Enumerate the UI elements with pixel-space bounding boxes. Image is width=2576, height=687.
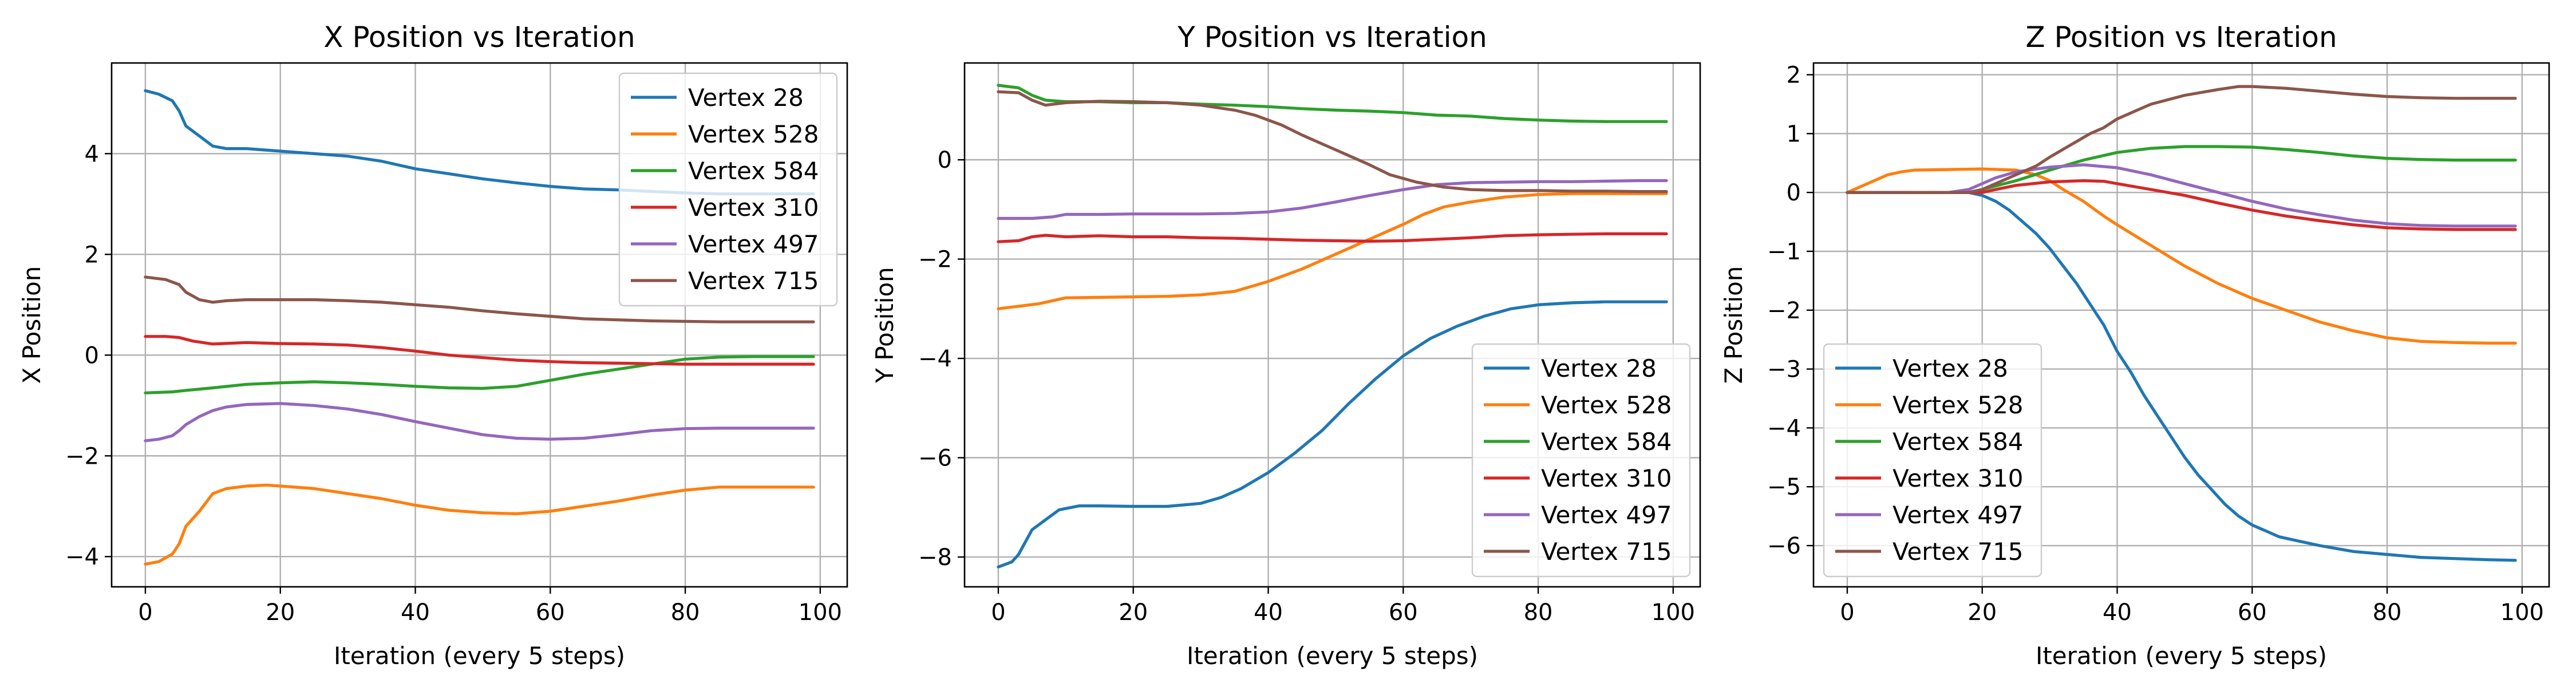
y-axis-label: Z Position (1720, 266, 1748, 384)
x-tick-label: 40 (2103, 599, 2132, 626)
legend-label: Vertex 715 (1541, 538, 1672, 566)
x-tick-label: 20 (266, 599, 295, 626)
legend-label: Vertex 310 (1893, 464, 2024, 492)
legend: Vertex 28 Vertex 528 Vertex 584 Vertex 310 V… (618, 72, 838, 307)
legend-label: Vertex 584 (1893, 428, 2024, 456)
x-tick-label: 60 (2238, 599, 2267, 626)
chart-title: Y Position vs Iteration (1177, 21, 1487, 54)
legend-box (1823, 343, 2042, 578)
y-tick-label: 1 (1787, 121, 1801, 147)
series-line-vertex-528 (1846, 167, 2517, 345)
legend-box (618, 72, 838, 307)
x-tick-label: 20 (1119, 599, 1148, 626)
x-axis-label: Iteration (every 5 steps) (1187, 642, 1478, 670)
chart-panel-1: 0 20 40 60 80 100 −4 −2 0 2 4 X Position vs Iterati… (18, 21, 848, 670)
series-line-vertex-28 (1846, 191, 2517, 562)
y-tick-label: −2 (65, 443, 99, 469)
legend-label: Vertex 497 (1893, 501, 2024, 529)
legend: Vertex 28 Vertex 528 Vertex 584 Vertex 310 V… (1471, 343, 1691, 578)
legend-label: Vertex 584 (688, 157, 819, 185)
y-tick-label: 4 (85, 141, 99, 167)
legend-label: Vertex 28 (1541, 354, 1657, 382)
chart-panel-3: 0 20 40 60 80 100 −6 −5 −4 −3 −2 −1 0 1 2 Z Position vs… (1720, 21, 2550, 670)
series-line-vertex-497 (1846, 163, 2517, 228)
legend-label: Vertex 715 (688, 267, 819, 295)
series-line-vertex-715 (144, 275, 815, 323)
x-tick-label: 0 (1840, 599, 1854, 626)
y-tick-label: −4 (918, 346, 952, 372)
y-tick-label: −6 (918, 445, 952, 472)
y-axis-label: X Position (18, 266, 46, 384)
x-tick-label: 60 (1389, 599, 1418, 626)
y-tick-label: 2 (85, 242, 99, 268)
legend-label: Vertex 528 (1893, 391, 2024, 419)
x-tick-label: 80 (1524, 599, 1553, 626)
series-line-vertex-310 (144, 335, 815, 366)
x-tick-label: 0 (138, 599, 152, 626)
series-line-vertex-584 (997, 84, 1668, 123)
legend-label: Vertex 497 (688, 230, 819, 258)
y-tick-label: 0 (938, 147, 952, 173)
chart-panel-2: 0 20 40 60 80 100 −8 −6 −4 −2 0 Y Position vs Itera… (871, 21, 1701, 670)
x-axis-label: Iteration (every 5 steps) (334, 642, 625, 670)
y-tick-label: 2 (1787, 62, 1801, 89)
legend-label: Vertex 28 (1893, 354, 2008, 382)
chart-title: Z Position vs Iteration (2025, 21, 2337, 54)
legend-box (1471, 343, 1691, 578)
plot-frame (1812, 62, 2550, 588)
y-tick-label: 0 (85, 342, 99, 369)
y-axis-label: Y Position (871, 267, 899, 384)
legend-label: Vertex 528 (1541, 391, 1672, 419)
legend-label: Vertex 584 (1541, 428, 1672, 456)
x-tick-label: 80 (671, 599, 700, 626)
series-line-vertex-497 (144, 402, 815, 443)
chart-title: X Position vs Iteration (323, 21, 635, 54)
legend-label: Vertex 528 (688, 120, 819, 148)
y-tick-label: 0 (1787, 180, 1801, 206)
x-tick-label: 80 (2373, 599, 2402, 626)
series-line-vertex-497 (997, 179, 1668, 220)
x-tick-label: 60 (536, 599, 565, 626)
x-tick-label: 100 (1652, 599, 1695, 626)
series-line-vertex-528 (144, 483, 815, 566)
plot-frame (110, 62, 848, 588)
x-tick-label: 0 (991, 599, 1005, 626)
y-tick-label: −3 (1767, 357, 1801, 383)
y-tick-label: −8 (918, 544, 952, 571)
series-line-vertex-715 (997, 90, 1668, 194)
y-tick-label: −2 (1767, 298, 1801, 324)
legend-label: Vertex 310 (688, 194, 819, 222)
x-axis-label: Iteration (every 5 steps) (2036, 642, 2327, 670)
y-tick-label: −5 (1767, 474, 1801, 500)
x-tick-label: 20 (1967, 599, 1997, 626)
legend-label: Vertex 497 (1541, 501, 1672, 529)
y-tick-label: −1 (1767, 239, 1801, 265)
legend-label: Vertex 28 (688, 84, 804, 112)
y-tick-label: −4 (1767, 415, 1801, 441)
y-tick-label: −6 (1767, 533, 1801, 559)
series-line-vertex-528 (997, 192, 1668, 310)
x-tick-label: 100 (799, 599, 842, 626)
y-tick-label: −2 (918, 247, 952, 273)
series-line-vertex-584 (144, 355, 815, 394)
legend-label: Vertex 310 (1541, 464, 1672, 492)
series-line-vertex-28 (997, 300, 1668, 568)
legend: Vertex 28 Vertex 528 Vertex 584 Vertex 310 V… (1823, 343, 2042, 578)
plot-frame (963, 62, 1701, 588)
legend-label: Vertex 715 (1893, 538, 2024, 566)
series-line-vertex-715 (1846, 85, 2517, 194)
series-line-vertex-310 (1846, 179, 2517, 231)
x-tick-label: 40 (401, 599, 430, 626)
y-tick-label: −4 (65, 544, 99, 570)
x-tick-label: 100 (2500, 599, 2544, 626)
series-line-vertex-310 (997, 232, 1668, 243)
x-tick-label: 40 (1254, 599, 1283, 626)
